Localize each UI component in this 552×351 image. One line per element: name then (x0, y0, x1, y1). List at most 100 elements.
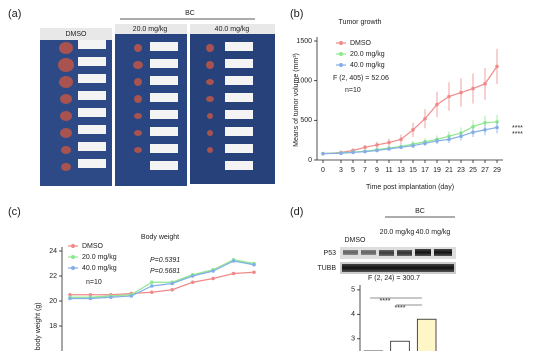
point (109, 295, 113, 300)
point (483, 82, 487, 86)
point (252, 270, 256, 275)
point (68, 296, 72, 301)
annotation: **** (380, 298, 391, 305)
point (423, 116, 427, 121)
legend-entry: 20.0 mg/kg (350, 51, 385, 58)
point (483, 128, 487, 132)
point (411, 128, 415, 132)
bracket-label: BC (415, 208, 425, 215)
blot-group: 40.0 mg/kg (416, 229, 451, 236)
point (170, 281, 175, 286)
blot-group: 20.0 mg/kg (380, 229, 415, 236)
legend-swatch (71, 266, 75, 270)
panel-label: (d) (290, 206, 303, 218)
legend-swatch (339, 63, 343, 67)
y-tick-label: 18 (49, 323, 57, 330)
annotation: F (2, 24) = 300.7 (368, 275, 420, 282)
y-tick-label: 0 (308, 157, 312, 164)
y-tick-label: 24 (49, 248, 57, 255)
blot-group: DMSO (345, 237, 367, 244)
legend-note: P=0.5681 (150, 268, 180, 275)
x-tick-label: 17 (421, 167, 429, 174)
point (495, 64, 499, 69)
point (447, 94, 451, 99)
x-tick-label: 0 (321, 167, 325, 174)
annotation: **** (395, 305, 406, 312)
point (435, 139, 439, 143)
bar (416, 318, 437, 351)
y-axis-label: in body weight (g) (35, 302, 42, 351)
point (149, 290, 154, 295)
blot-row: TUBB (317, 265, 336, 272)
point (149, 280, 154, 285)
point (435, 102, 439, 107)
y-tick-label: 1000 (296, 78, 312, 85)
series-line (70, 271, 255, 296)
x-tick-label: 27 (481, 167, 489, 174)
x-tick-label: 7 (363, 167, 367, 174)
point (495, 125, 499, 130)
panel-label: (c) (8, 206, 21, 218)
point (399, 145, 403, 150)
panel-label: (a) (8, 8, 21, 20)
chart-title: Body weight (141, 234, 179, 241)
series-line (322, 126, 498, 155)
series-line (322, 121, 498, 155)
x-tick-label: 9 (375, 167, 379, 174)
point (190, 274, 195, 278)
point (459, 90, 463, 95)
legend-swatch (71, 255, 75, 259)
point (190, 280, 195, 285)
annotation: **** (512, 125, 523, 132)
y-tick-label: 20 (49, 298, 57, 305)
legend-entry: 40.0 mg/kg (350, 62, 385, 69)
point (363, 149, 367, 154)
annotation: F (2, 405) = 52.06 (333, 75, 389, 82)
point (411, 143, 415, 148)
point (211, 269, 215, 273)
blot-row: P53 (324, 250, 337, 257)
y-axis-label: Means of tumor volume (mm³) (293, 53, 300, 147)
group-label: 20.0 mg/kg (133, 26, 168, 33)
point (88, 292, 93, 297)
legend-swatch (71, 244, 75, 248)
blot (340, 216, 456, 274)
series-line (70, 259, 255, 298)
x-tick-label: 29 (493, 167, 501, 174)
x-tick-label: 11 (385, 167, 392, 174)
point (211, 276, 215, 281)
point (423, 141, 427, 146)
legend-entry: 20.0 mg/kg (82, 254, 117, 261)
x-tick-label: 3 (339, 167, 343, 174)
bar (390, 340, 410, 351)
x-tick-label: 15 (409, 167, 417, 174)
group-label: DMSO (66, 31, 88, 38)
y-tick-label: 1500 (296, 38, 312, 45)
x-tick-label: 23 (457, 167, 465, 174)
point (149, 284, 154, 288)
point (351, 150, 355, 155)
y-tick-label: 5 (351, 287, 355, 294)
point (459, 134, 463, 138)
point (321, 151, 325, 156)
legend-note: P=0.5391 (150, 257, 180, 264)
x-tick-label: 25 (469, 167, 477, 174)
annotation: n=10 (86, 279, 102, 286)
legend-entry: DMSO (350, 40, 372, 47)
x-axis-label: Time post implantation (day) (366, 184, 454, 191)
point (129, 294, 134, 298)
panel-label: (b) (290, 8, 303, 20)
y-tick-label: 22 (49, 273, 57, 280)
point (88, 296, 93, 301)
photo (40, 18, 275, 186)
legend-entry: 40.0 mg/kg (82, 265, 117, 272)
point (68, 292, 72, 297)
legend-swatch (339, 41, 343, 45)
y-tick-label: 3 (351, 336, 355, 343)
point (231, 259, 236, 263)
point (399, 137, 403, 142)
chart-title: Tumor growth (339, 19, 382, 26)
legend-entry: DMSO (82, 243, 104, 250)
